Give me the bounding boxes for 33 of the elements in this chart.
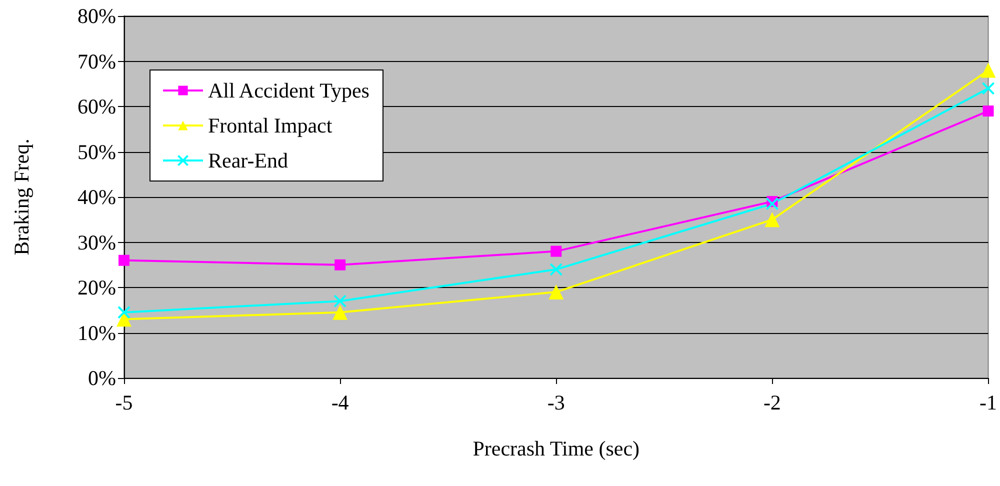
point [548,284,564,300]
point [118,254,130,266]
point [982,82,995,95]
point [980,62,996,78]
point [982,106,994,117]
point [118,306,130,319]
point [334,294,347,308]
y-axis-title: Braking Freq. [10,138,34,256]
legend-label: All Accident Types [208,78,370,102]
y-tick-label: 20% [78,276,116,300]
x-tick-label: -4 [331,390,350,414]
x-tick-label: -5 [115,390,133,414]
point [764,212,780,228]
y-tick-label: 50% [78,140,116,164]
point [334,259,346,270]
y-tick-label: 60% [78,94,116,118]
point [550,262,563,276]
point [116,312,132,327]
x-tick-label: -3 [547,390,565,414]
y-tick-label: 0% [88,366,116,390]
y-tick-label: 30% [78,230,116,254]
x-axis-title: Precrash Time (sec) [472,436,640,460]
y-tick-label: 70% [78,49,116,74]
y-tick-label: 80% [78,4,116,28]
point [766,197,779,210]
legend-label: Frontal Impact [208,114,332,138]
point [332,304,348,320]
x-tick-label: -2 [763,390,781,414]
legend-label: Rear-End [208,148,289,172]
y-tick-label: 40% [78,185,116,209]
y-tick-label: 10% [78,320,116,345]
point [550,246,562,257]
x-tick-label: -1 [980,390,998,414]
